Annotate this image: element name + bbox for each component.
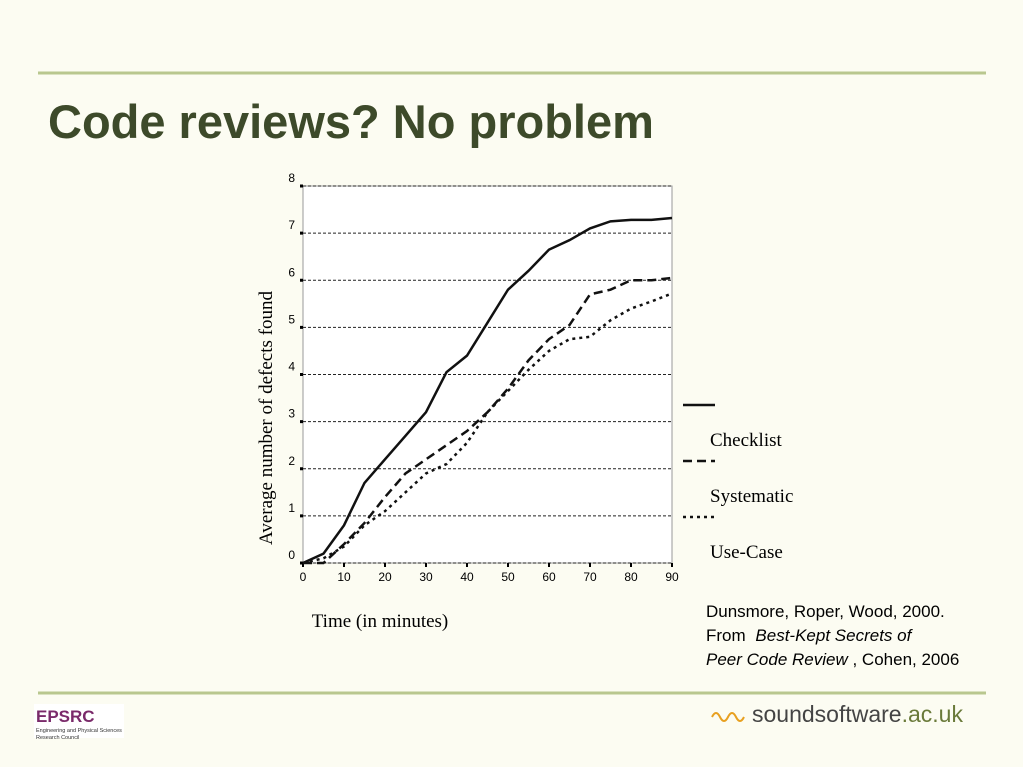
- citation-text: , Cohen, 2006: [852, 650, 959, 669]
- x-axis-label: Time (in minutes): [312, 611, 449, 632]
- x-tick-label: 50: [501, 570, 515, 584]
- logo-text: soundsoftware.ac.uk: [752, 701, 963, 727]
- slide-title: Code reviews? No problem: [48, 95, 654, 148]
- citation-italic: Peer Code Review: [706, 650, 849, 669]
- y-tick-label: 4: [288, 360, 295, 374]
- epsrc-logo-box: [34, 704, 124, 738]
- y-axis-label: Average number of defects found: [256, 291, 277, 545]
- x-tick-label: 40: [460, 570, 474, 584]
- logo-suffix: .ac.uk: [902, 701, 964, 727]
- y-tick-label: 7: [288, 218, 295, 232]
- y-tick-label: 2: [288, 454, 295, 468]
- x-tick-label: 30: [419, 570, 433, 584]
- line-series: [303, 276, 673, 565]
- epsrc-line: Research Council: [36, 735, 79, 741]
- epsrc-line: Engineering and Physical Sciences: [36, 728, 122, 734]
- legend-label: Checklist: [710, 430, 782, 451]
- legend-label: Use-Case: [710, 542, 783, 563]
- logo-main: soundsoftware: [752, 701, 902, 727]
- y-tick-label: 6: [288, 265, 295, 279]
- legend-label: Systematic: [710, 486, 793, 507]
- y-tick-label: 5: [288, 312, 295, 326]
- citation: Dunsmore, Roper, Wood, 2000. From Best-K…: [706, 602, 959, 669]
- x-tick-label: 0: [300, 570, 307, 584]
- citation-italic: Best-Kept Secrets of: [755, 626, 913, 645]
- x-tick-label: 70: [583, 570, 597, 584]
- x-tick-label: 10: [337, 570, 351, 584]
- y-tick-label: 3: [288, 407, 295, 421]
- y-tick-label: 1: [288, 501, 295, 515]
- epsrc-logo: EPSRC: [36, 707, 95, 726]
- x-tick-label: 90: [665, 570, 679, 584]
- y-tick-label: 0: [288, 548, 295, 562]
- citation-line: Dunsmore, Roper, Wood, 2000.: [706, 602, 945, 621]
- wave-icon: [711, 712, 745, 722]
- citation-text: From: [706, 626, 746, 645]
- y-tick-label: 8: [288, 171, 295, 185]
- x-tick-label: 20: [378, 570, 392, 584]
- x-tick-label: 80: [624, 570, 638, 584]
- line-series: [302, 292, 673, 565]
- line-series: [302, 216, 673, 565]
- x-tick-label: 60: [542, 570, 556, 584]
